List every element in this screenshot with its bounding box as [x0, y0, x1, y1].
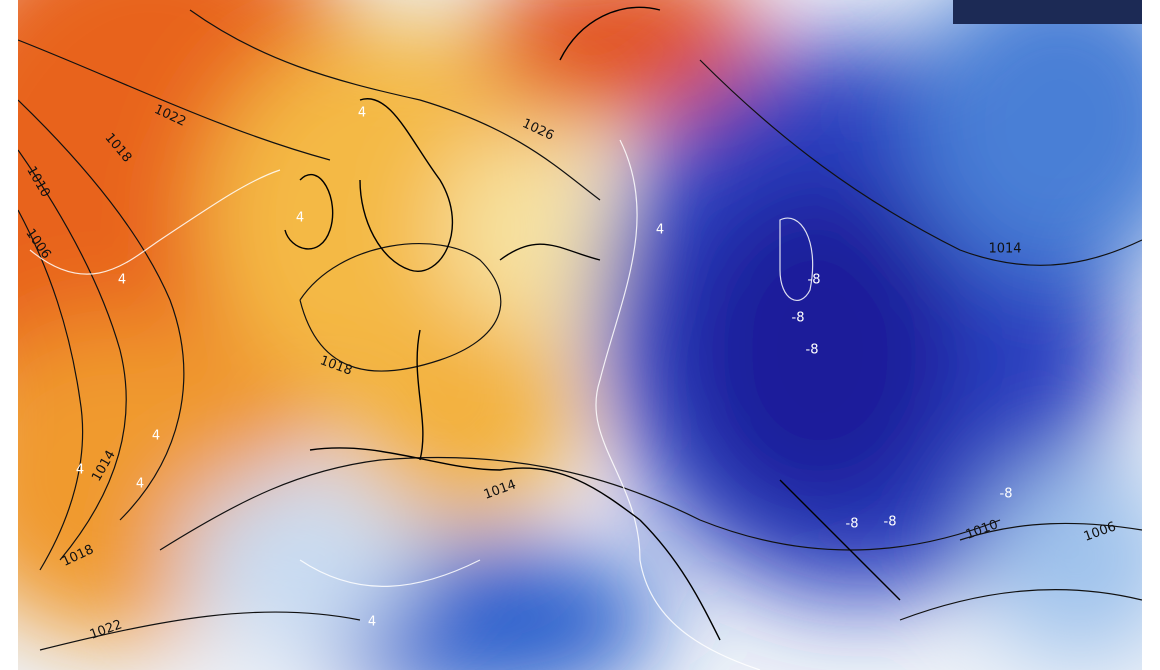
coastline [284, 6, 901, 641]
temperature-label: 4 [136, 477, 144, 492]
temperature-label: -8 [806, 343, 819, 358]
temperature-label: 4 [368, 615, 376, 630]
temperature-label: 4 [152, 429, 160, 444]
temperature-label: 4 [656, 223, 664, 238]
temperature-label: 4 [76, 463, 84, 478]
temperature-label: -8 [1000, 487, 1013, 502]
temperature-label: 4 [296, 211, 304, 226]
temperature-label: -8 [808, 273, 821, 288]
isobar-label: 1014 [988, 242, 1021, 257]
temperature-label: 4 [118, 273, 126, 288]
temperature-label: -8 [884, 515, 897, 530]
temperature-label: -8 [792, 311, 805, 326]
temperature-label: 4 [358, 106, 366, 121]
logo-box [953, 0, 1142, 24]
temperature-label: -8 [846, 517, 859, 532]
